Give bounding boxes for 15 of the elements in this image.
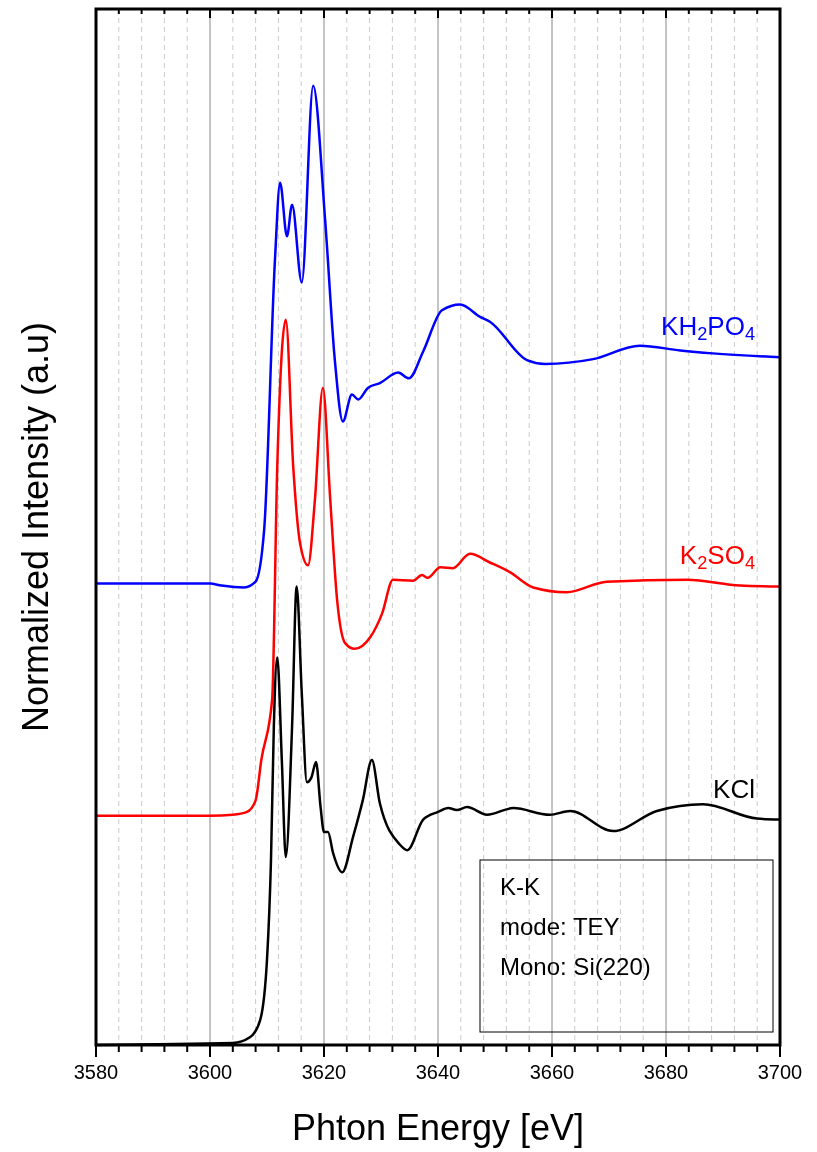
annotation: K-K (500, 873, 541, 900)
x-tick-label: 3640 (415, 1061, 461, 1083)
x-tick-label: 3620 (301, 1061, 347, 1083)
x-tick-label: 3680 (643, 1061, 689, 1083)
x-tick-label: 3600 (187, 1061, 233, 1083)
annotation: Mono: Si(220) (500, 953, 651, 980)
series-label: KH$_{2}$PO$_{4}$ (661, 311, 755, 345)
series-label: K$_{2}$SO$_{4}$ (679, 540, 755, 574)
x-tick-label: 3700 (757, 1061, 803, 1083)
x-tick-label: 3580 (73, 1061, 119, 1083)
annotation: mode: TEY (500, 913, 620, 940)
x-tick-label: 3660 (529, 1061, 575, 1083)
series-label: KCl (713, 773, 755, 804)
x-axis-title: Phton Energy [eV] (291, 1107, 585, 1148)
y-axis-title: Normalized Intensity (a.u) (15, 321, 56, 733)
